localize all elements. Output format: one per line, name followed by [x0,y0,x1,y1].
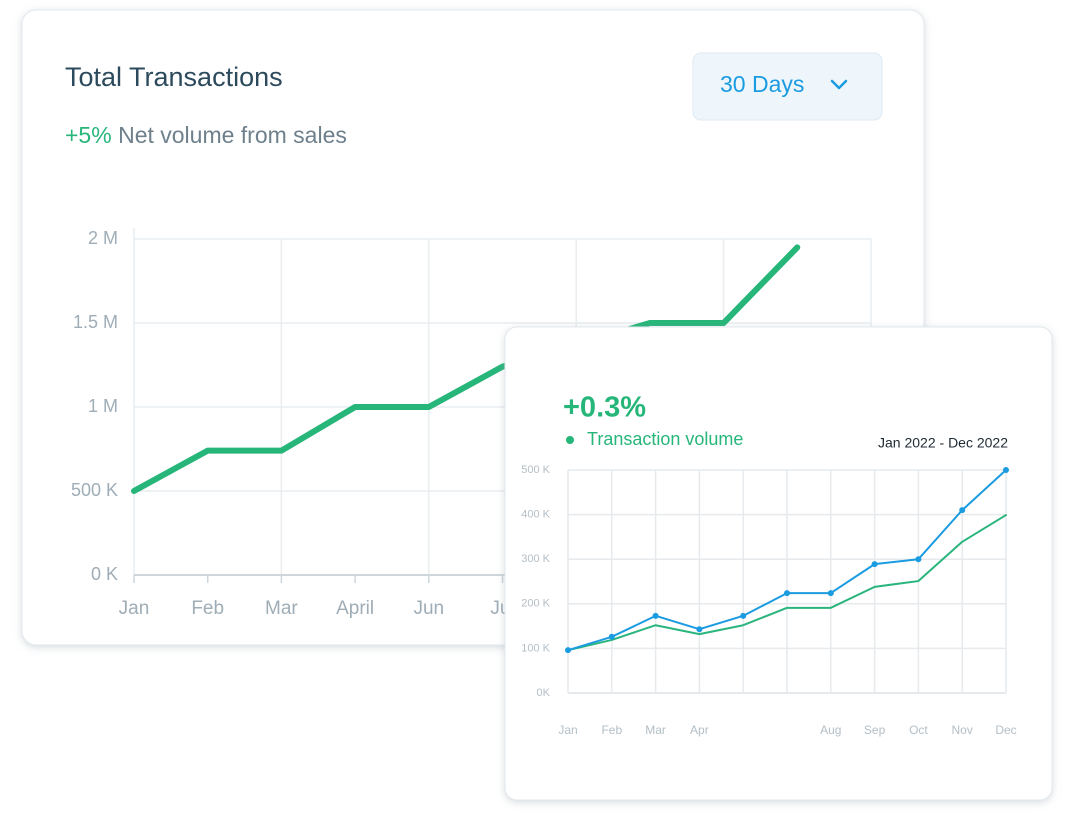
x-tick-label: Oct [909,723,928,737]
y-tick-label: 400 K [521,509,550,521]
x-tick-label: Nov [952,723,973,737]
point [652,612,659,619]
point [871,561,878,568]
y-tick-label: 100 K [521,642,550,654]
y-tick-label: 0 K [91,564,118,584]
card [504,326,1053,801]
x-tick-label: April [336,598,374,619]
legend-dot [566,436,574,444]
x-tick-label: Aug [820,723,841,737]
y-tick-label: 1 M [88,396,118,416]
legend-label: Transaction volume [587,429,743,449]
x-tick-label: Feb [191,598,224,619]
x-tick-label: Feb [601,723,622,737]
point [608,633,615,640]
point [827,590,834,597]
y-tick-label: 1.5 M [73,312,118,332]
series-line [131,244,801,494]
period-button[interactable] [692,52,883,121]
subtitle-highlight: +5% [65,122,112,148]
x-tick-label: Dec [995,723,1016,737]
point [740,612,747,619]
point [959,507,966,514]
y-tick-label: 300 K [521,553,550,565]
point [915,556,922,563]
y-tick-label: 0K [537,687,551,699]
x-tick-label: Apr [690,723,709,737]
y-tick-label: 2 M [88,228,118,248]
point [784,590,790,597]
x-tick-label: Mar [265,598,298,619]
chart-title: Total Transactions [65,62,283,92]
subtitle-text: Net volume from sales [118,122,347,148]
series-line [567,514,1007,652]
x-tick-label: Jan [558,723,577,737]
chart-card-2: +0.3% Transaction volume Jan 2022 - Dec … [521,392,1016,738]
chart-title: +0.3% [563,392,646,424]
y-tick-label: 500 K [71,480,118,500]
x-tick-label: Mar [645,723,666,737]
y-tick-label: 500 K [521,464,550,476]
subtitle: +5% Net volume from sales [65,122,347,148]
point [565,647,571,654]
point [1003,467,1009,473]
x-tick-label: Jan [119,598,150,619]
chevron[interactable] [830,79,848,90]
button-label[interactable]: 30 Days [720,71,804,97]
x-tick-label: Sep [864,723,886,737]
point [696,626,703,633]
x-tick-label: Jun [413,598,444,619]
period: Jan 2022 - Dec 2022 [878,435,1008,451]
y-tick-label: 200 K [521,598,550,610]
